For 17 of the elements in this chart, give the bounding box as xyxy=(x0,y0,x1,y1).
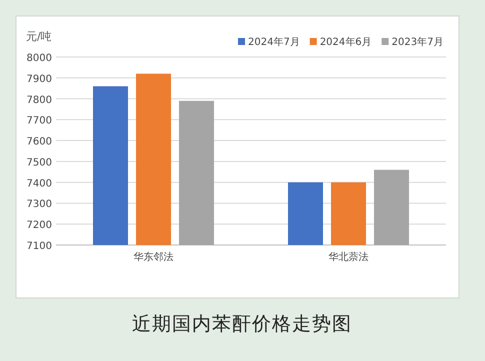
y-tick-label: 7100 xyxy=(26,241,52,252)
y-tick-label: 7700 xyxy=(26,116,52,127)
y-tick-label: 7800 xyxy=(26,94,52,106)
y-tick-label: 7400 xyxy=(26,178,52,190)
y-tick-label: 8000 xyxy=(26,53,52,64)
x-tick-label: 华北萘法 xyxy=(328,251,368,263)
legend-label: 2023年7月 xyxy=(392,36,444,48)
y-tick-label: 7900 xyxy=(26,74,52,85)
y-tick-label: 7300 xyxy=(26,199,52,210)
x-tick-label: 华东邻法 xyxy=(134,251,174,263)
text: 近期国内苯酐价格走势图 xyxy=(132,313,352,335)
y-tick-label: 7500 xyxy=(26,157,52,168)
legend-label: 2024年7月 xyxy=(248,36,300,48)
y-tick-label: 7600 xyxy=(26,136,52,148)
y-axis-title: 元/吨 xyxy=(26,30,52,43)
y-tick-label: 7200 xyxy=(26,220,52,232)
legend-label: 2024年6月 xyxy=(320,36,372,48)
